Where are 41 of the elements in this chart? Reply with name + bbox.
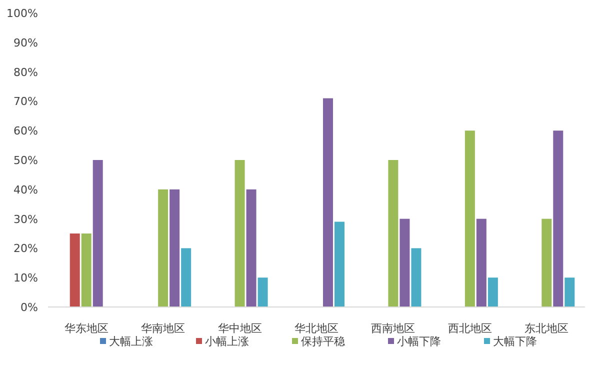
- bar: [542, 218, 552, 307]
- x-tick-label: 华南地区: [141, 322, 186, 335]
- bar: [464, 130, 475, 307]
- x-tick-label: 东北地区: [524, 322, 569, 335]
- bar: [334, 222, 344, 307]
- bar: [476, 218, 486, 307]
- y-tick-label: 90%: [14, 36, 38, 50]
- bar: [488, 278, 498, 307]
- legend-label: 小幅上涨: [205, 335, 249, 348]
- y-tick-label: 80%: [14, 66, 38, 79]
- bar: [323, 98, 333, 307]
- bar: [564, 278, 575, 307]
- legend-label: 大幅上涨: [109, 335, 153, 348]
- bar: [400, 218, 410, 307]
- bar: [411, 248, 422, 307]
- y-tick-label: 10%: [14, 272, 38, 285]
- bar: [388, 160, 398, 307]
- y-tick-label: 50%: [14, 154, 38, 167]
- legend-label: 小幅下降: [397, 335, 441, 348]
- y-tick-label: 60%: [14, 124, 38, 138]
- x-tick-label: 华东地区: [64, 322, 108, 335]
- y-tick-label: 20%: [14, 242, 38, 256]
- y-tick-label: 40%: [14, 183, 38, 196]
- x-tick-label: 华中地区: [218, 322, 262, 335]
- bar: [246, 189, 256, 307]
- legend-label: 保持平稳: [301, 335, 345, 348]
- y-tick-label: 70%: [14, 95, 38, 108]
- bar: [181, 248, 192, 307]
- bar: [92, 160, 103, 307]
- y-tick-label: 0%: [20, 301, 38, 314]
- y-tick-label: 30%: [14, 212, 38, 226]
- legend-label: 大幅下降: [493, 335, 537, 348]
- x-tick-label: 西南地区: [371, 322, 416, 335]
- bar: [258, 278, 268, 307]
- x-tick-label: 华北地区: [294, 322, 338, 335]
- bar: [158, 189, 168, 307]
- bar: [234, 160, 245, 307]
- y-tick-label: 100%: [6, 7, 38, 20]
- bar: [170, 189, 180, 307]
- x-tick-label: 西北地区: [448, 322, 492, 335]
- bar: [553, 130, 564, 307]
